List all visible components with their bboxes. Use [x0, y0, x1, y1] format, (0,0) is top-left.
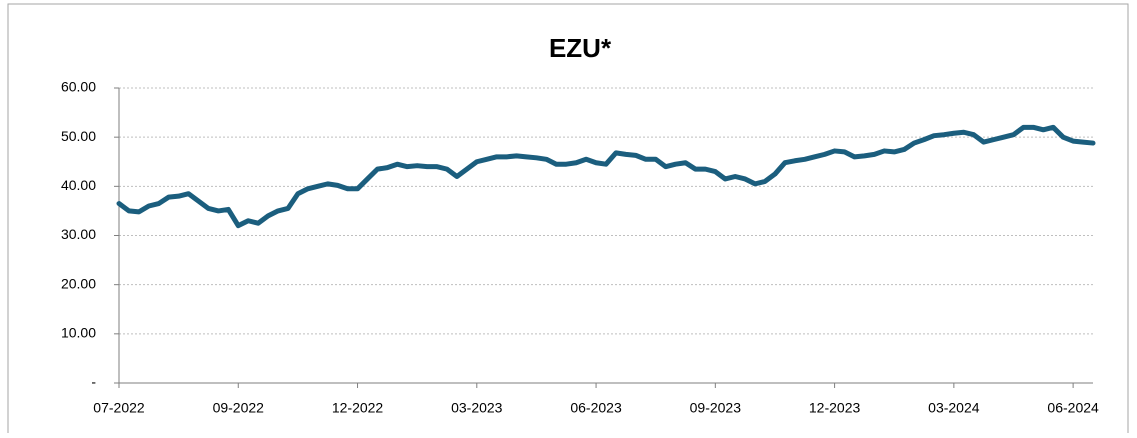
- x-tick-label: 12-2022: [332, 400, 384, 416]
- y-tick-label: 10.00: [61, 325, 96, 341]
- chart-border: [7, 3, 1129, 438]
- y-tick-label: 20.00: [61, 275, 96, 291]
- y-tick-label: 30.00: [61, 226, 96, 242]
- x-tick-label: 09-2023: [690, 400, 742, 416]
- y-tick-label: 50.00: [61, 128, 96, 144]
- x-tick-label: 12-2023: [809, 400, 861, 416]
- x-tick-label: 09-2022: [213, 400, 265, 416]
- chart-title: EZU*: [549, 33, 612, 63]
- y-tick-label: 40.00: [61, 177, 96, 193]
- x-tick-label: 06-2023: [570, 400, 622, 416]
- x-tick-label: 03-2024: [928, 400, 980, 416]
- y-tick-label: 60.00: [61, 79, 96, 95]
- x-tick-label: 03-2023: [451, 400, 503, 416]
- y-tick-label: -: [91, 374, 96, 390]
- x-tick-label: 07-2022: [93, 400, 145, 416]
- line-series: [116, 124, 1096, 229]
- x-tick-label: 06-2024: [1047, 400, 1099, 416]
